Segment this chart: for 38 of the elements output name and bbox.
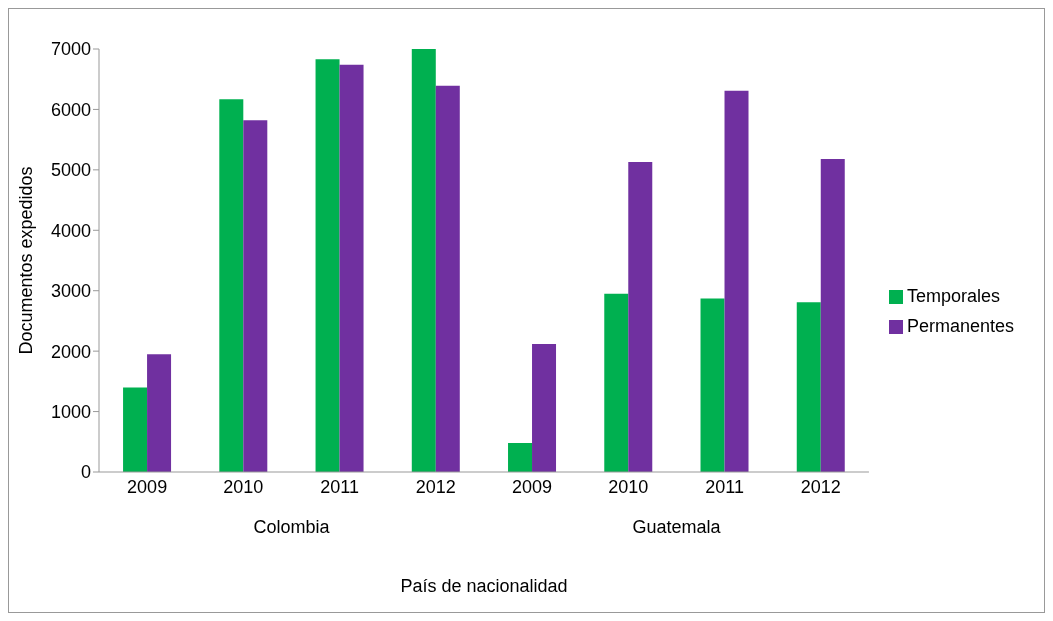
y-tick-label: 1000	[50, 401, 91, 422]
bar	[724, 90, 749, 472]
y-tick-label: 4000	[50, 220, 91, 241]
bar	[796, 302, 821, 472]
x-tick-label: 2010	[223, 476, 264, 497]
x-tick-label: 2010	[608, 476, 649, 497]
x-tick-label: 2012	[800, 476, 841, 497]
text: Guatemala	[632, 516, 722, 537]
y-tick-label: 2000	[50, 341, 91, 362]
y-tick-label: 6000	[50, 99, 91, 120]
bar	[339, 64, 364, 472]
y-tick-label: 5000	[50, 160, 91, 181]
y-tick-label: 7000	[50, 39, 91, 60]
bar	[508, 442, 533, 472]
legend-label: Permanentes	[906, 315, 1014, 336]
bar	[604, 293, 629, 472]
bar	[532, 343, 557, 472]
y-tick-label: 3000	[50, 281, 91, 302]
bar	[700, 298, 725, 472]
x-tick-label: 2011	[705, 476, 744, 497]
legend-label: Temporales	[906, 285, 1000, 306]
bar	[219, 99, 244, 472]
bar	[147, 354, 172, 472]
y-tick-label: 0	[80, 462, 91, 483]
x-tick-label: 2012	[415, 476, 456, 497]
bar	[411, 49, 436, 472]
bar	[243, 120, 268, 472]
bar	[435, 85, 460, 472]
bar	[315, 59, 340, 472]
x-tick-label: 2011	[320, 476, 359, 497]
bar	[820, 158, 845, 472]
bar	[123, 387, 148, 472]
text: Colombia	[253, 516, 331, 537]
y-axis-title: Documentos expedidos	[16, 166, 37, 355]
x-tick-label: 2009	[512, 476, 553, 497]
x-tick-label: 2009	[127, 476, 168, 497]
bar	[628, 162, 653, 472]
x-axis-title: País de nacionalidad	[400, 576, 568, 596]
